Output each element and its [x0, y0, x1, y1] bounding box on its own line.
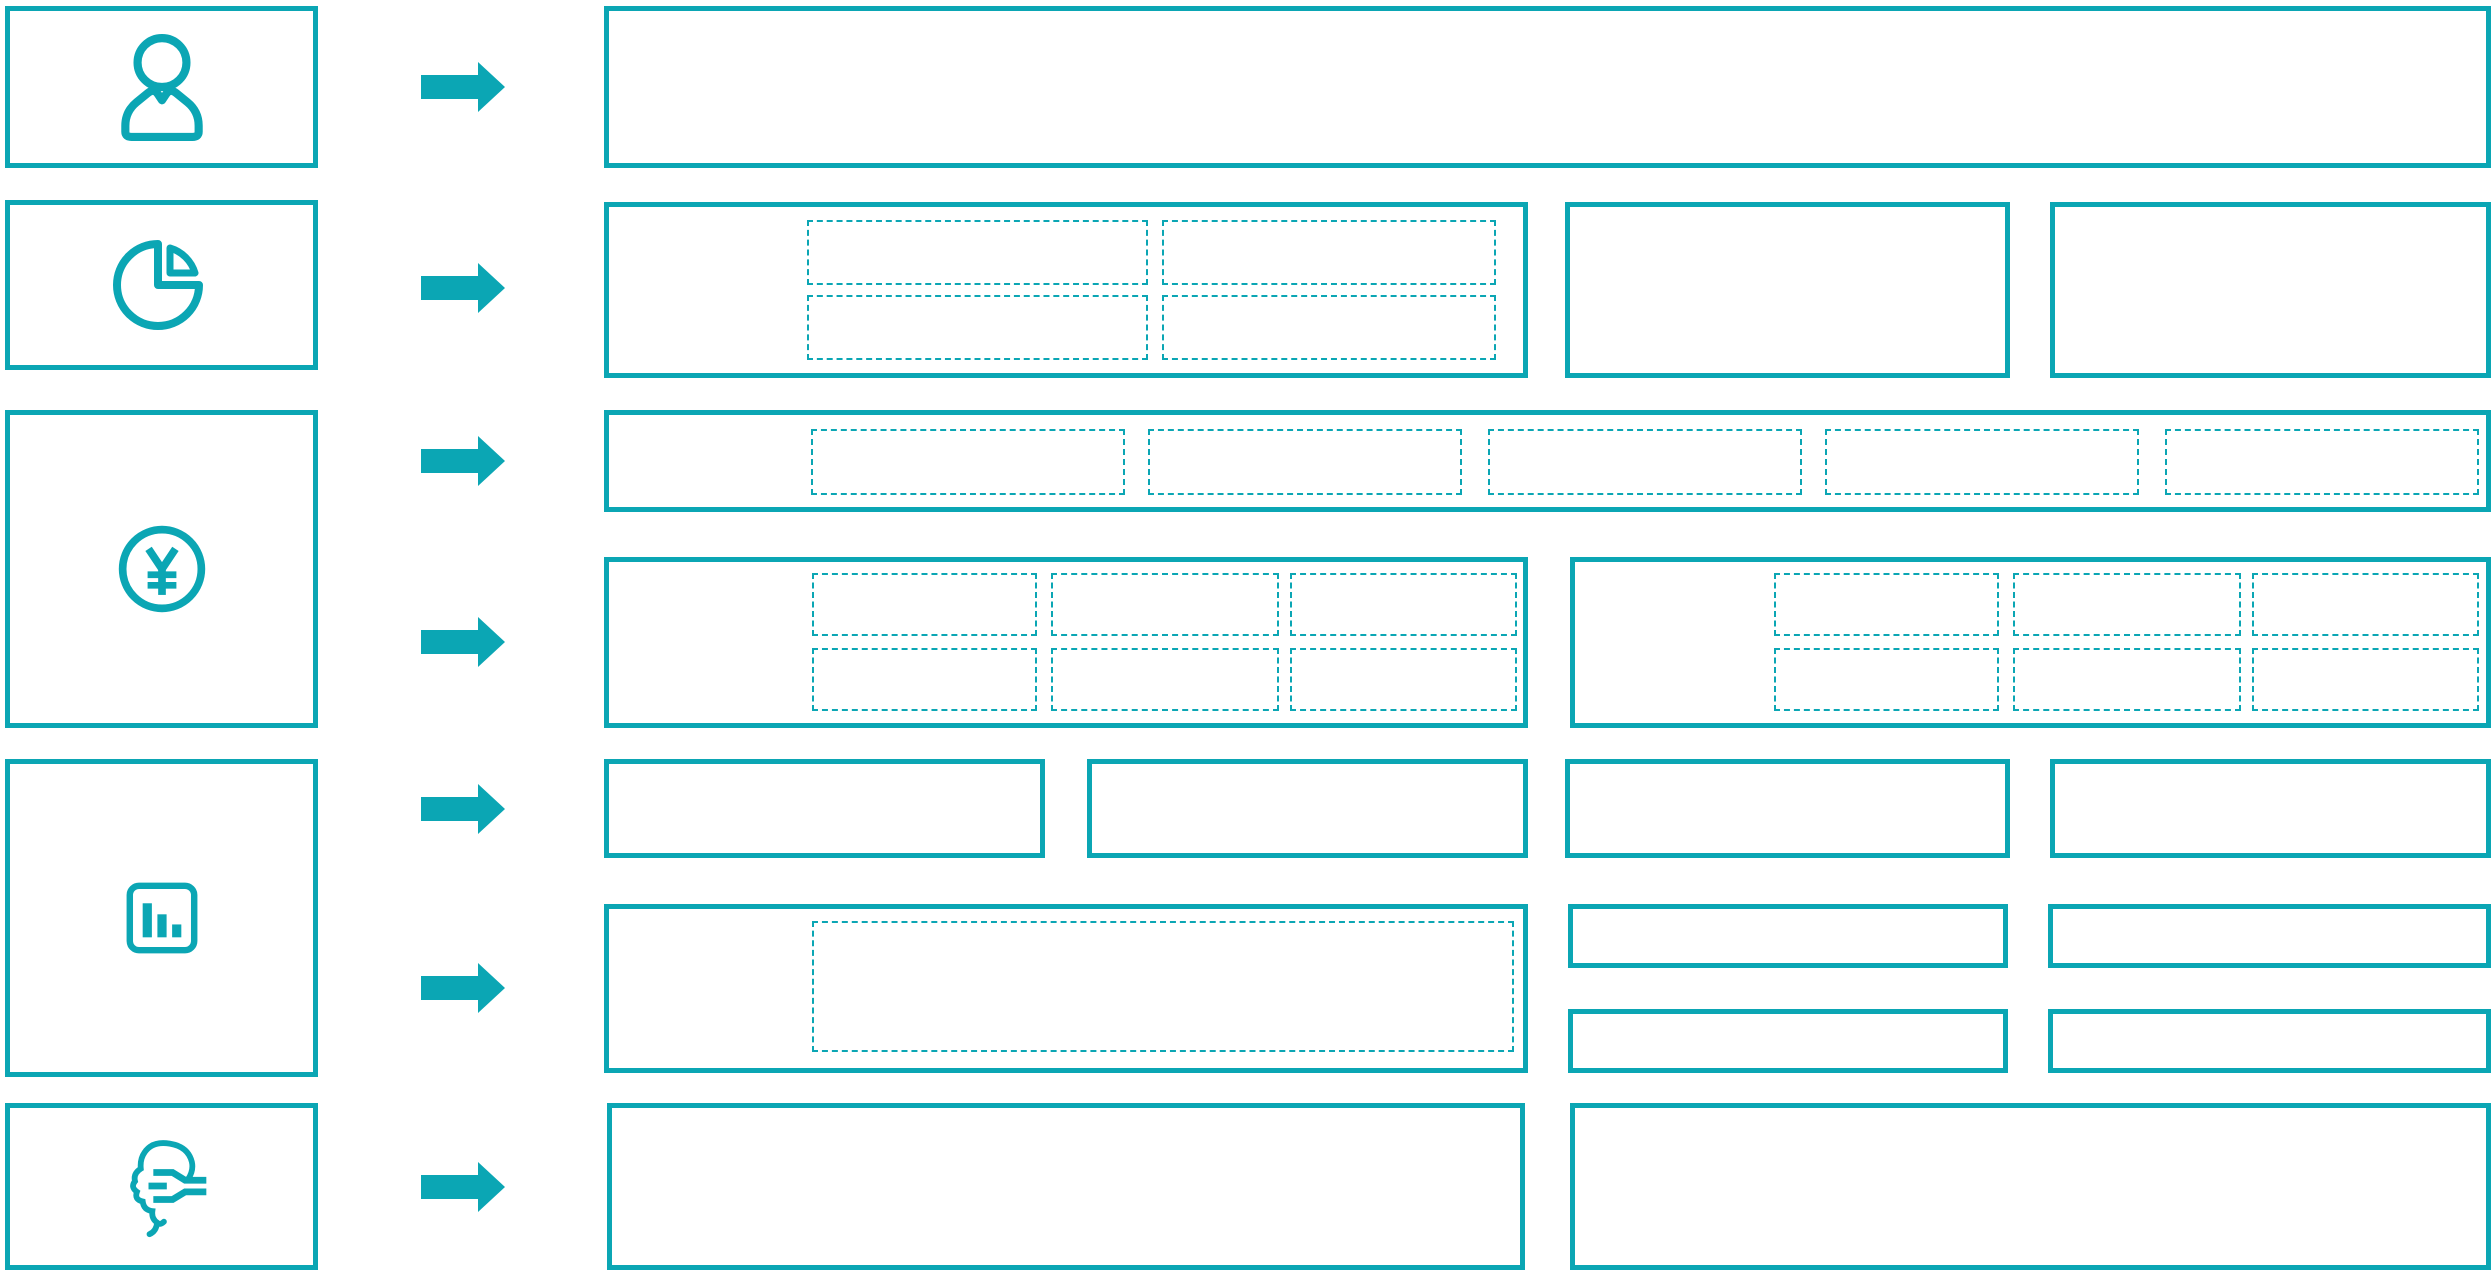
right-arrow-icon — [421, 435, 505, 487]
placeholder-slot — [1162, 220, 1496, 285]
panel-row4-small-c — [1568, 1009, 2008, 1073]
placeholder-slot — [1051, 573, 1279, 636]
placeholder-slot — [1488, 429, 1802, 495]
panel-row4-c — [1565, 759, 2010, 858]
panel-row1-full-width — [604, 6, 2491, 168]
right-arrow-icon — [421, 962, 505, 1014]
panel-row2-grid — [604, 202, 1528, 378]
placeholder-slot — [2165, 429, 2479, 495]
placeholder-slot — [1774, 648, 1999, 711]
placeholder-slot — [1290, 648, 1517, 711]
panel-row4-small-d — [2048, 1009, 2491, 1073]
placeholder-slot — [811, 429, 1125, 495]
panel-row4-small-a — [1568, 904, 2008, 968]
panel-row4-small-b — [2048, 904, 2491, 968]
source-box-yen — [5, 410, 318, 728]
pie-chart-icon — [112, 240, 203, 330]
placeholder-slot — [1290, 573, 1517, 636]
placeholder-slot — [812, 573, 1037, 636]
placeholder-slot — [2013, 573, 2241, 636]
head-profile-icon — [129, 1139, 206, 1237]
panel-row3-grid-right — [1570, 557, 2491, 728]
yen-coin-icon — [118, 525, 205, 613]
placeholder-slot — [1148, 429, 1462, 495]
right-arrow-icon — [421, 1161, 505, 1213]
right-arrow-icon — [421, 616, 505, 668]
panel-row4-a — [604, 759, 1045, 858]
panel-row2-right-a — [1565, 202, 2010, 378]
placeholder-slot — [1774, 573, 1999, 636]
source-box-head — [5, 1103, 318, 1270]
placeholder-slot — [1051, 648, 1279, 711]
placeholder-slot — [1825, 429, 2139, 495]
panel-row2-right-b — [2050, 202, 2491, 378]
panel-row4-d — [2050, 759, 2491, 858]
right-arrow-icon — [421, 262, 505, 314]
placeholder-slot — [812, 921, 1514, 1052]
source-box-bar-chart — [5, 759, 318, 1077]
panel-row3-strip — [604, 410, 2491, 512]
panel-row4-b — [1087, 759, 1528, 858]
source-box-pie — [5, 200, 318, 370]
placeholder-slot — [2252, 573, 2479, 636]
panel-row4-large-slot — [604, 904, 1528, 1073]
placeholder-slot — [2013, 648, 2241, 711]
placeholder-slot — [812, 648, 1037, 711]
placeholder-slot — [807, 220, 1148, 285]
bar-chart-icon — [126, 882, 197, 954]
placeholder-slot — [2252, 648, 2479, 711]
panel-row3-grid-left — [604, 557, 1528, 728]
panel-row5-right — [1570, 1103, 2491, 1270]
panel-row5-left — [607, 1103, 1525, 1270]
source-box-user — [5, 6, 318, 168]
user-icon — [120, 34, 203, 141]
right-arrow-icon — [421, 61, 505, 113]
placeholder-slot — [1162, 295, 1496, 360]
placeholder-slot — [807, 295, 1148, 360]
right-arrow-icon — [421, 783, 505, 835]
